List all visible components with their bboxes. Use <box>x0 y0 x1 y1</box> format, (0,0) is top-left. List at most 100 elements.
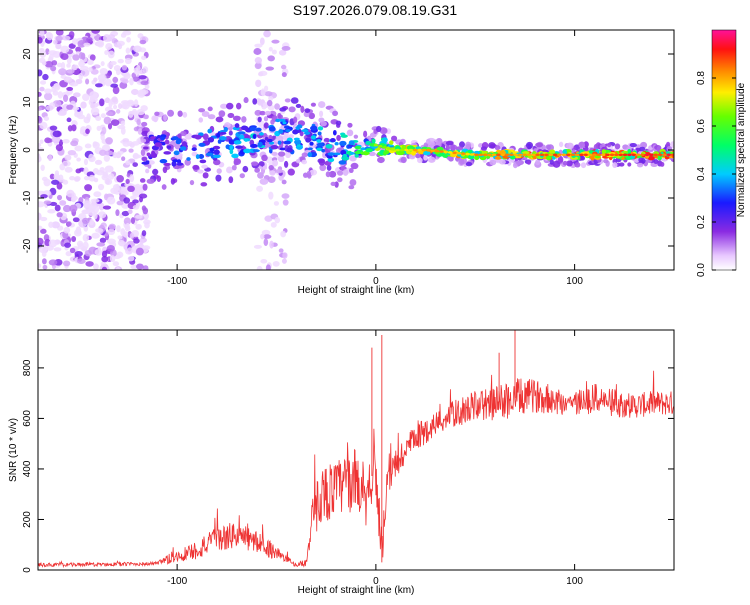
ridge-core <box>452 152 456 155</box>
ridge-halo-blob <box>274 103 280 110</box>
noise-blob <box>126 48 131 54</box>
ridge-blob <box>250 144 258 148</box>
ridge-halo-blob <box>151 115 158 121</box>
noise-blob <box>106 111 113 115</box>
noise-blob <box>139 239 144 245</box>
noise-blob <box>260 178 269 185</box>
ridge-halo-blob <box>319 159 325 165</box>
ridge-blob <box>143 146 149 149</box>
noise-blob <box>44 93 52 101</box>
ridge-blob <box>316 139 321 143</box>
noise-blob <box>121 100 130 104</box>
ridge-halo-blob <box>171 178 175 185</box>
noise-blob <box>47 209 55 213</box>
noise-blob <box>123 231 128 237</box>
noise-blob <box>84 176 90 180</box>
ridge-halo-blob <box>332 111 338 117</box>
noise-blob <box>74 146 82 152</box>
ridge-core <box>522 154 526 157</box>
ridge-blob <box>163 163 170 166</box>
spectrogram-image <box>34 27 676 272</box>
noise-blob <box>72 106 79 110</box>
ridge-blob <box>308 147 313 150</box>
ridge-halo-blob <box>143 114 148 119</box>
ridge-halo-blob <box>261 155 268 162</box>
ridge-halo-blob <box>252 98 257 105</box>
noise-blob <box>59 178 65 182</box>
ridge-halo-blob <box>229 130 233 135</box>
ridge-halo-blob <box>666 146 672 152</box>
noise-blob <box>128 209 133 214</box>
ridge-halo-blob <box>377 157 385 163</box>
ridge-core <box>575 154 579 157</box>
noise-blob <box>140 81 148 86</box>
noise-blob <box>135 215 143 219</box>
ridge-halo-blob <box>311 103 316 107</box>
ridge-blob <box>219 132 226 135</box>
ridge-halo-blob <box>271 152 277 156</box>
noise-blob <box>58 111 67 116</box>
ridge-core <box>431 149 435 152</box>
noise-blob <box>118 240 125 246</box>
ridge-halo-blob <box>293 117 297 123</box>
ridge-halo-blob <box>499 160 506 165</box>
ridge-core <box>610 154 614 157</box>
noise-blob <box>42 258 47 264</box>
ridge-halo-blob <box>301 160 307 165</box>
ridge-halo-blob <box>343 169 349 176</box>
noise-blob <box>42 61 46 65</box>
noise-blob <box>116 252 123 258</box>
ridge-core <box>649 154 653 157</box>
noise-blob <box>98 74 107 82</box>
noise-blob <box>108 173 114 180</box>
ridge-core <box>640 154 644 157</box>
ridge-core <box>470 153 474 156</box>
ridge-blob <box>235 145 243 149</box>
noise-blob <box>39 245 48 253</box>
ridge-halo-blob <box>336 135 341 141</box>
ridge-halo-blob <box>489 160 496 166</box>
ridge-blob <box>309 142 313 146</box>
ridge-halo-blob <box>289 106 296 112</box>
ridge-halo-blob <box>369 152 376 156</box>
ridge-core <box>509 154 513 157</box>
noise-blob <box>107 229 115 235</box>
noise-blob <box>104 50 108 55</box>
noise-blob <box>63 260 70 266</box>
noise-blob <box>116 109 120 114</box>
ridge-halo-blob <box>269 170 275 175</box>
ridge-halo-blob <box>217 168 222 174</box>
noise-blob <box>283 199 289 205</box>
ridge-halo-blob <box>236 103 241 110</box>
noise-blob <box>46 105 54 111</box>
ridge-blob <box>172 159 178 162</box>
noise-blob <box>59 200 66 206</box>
noise-blob <box>267 55 275 61</box>
noise-blob <box>94 178 99 182</box>
ridge-blob <box>292 130 298 135</box>
ridge-core <box>553 154 557 157</box>
noise-blob <box>109 100 113 108</box>
noise-blob <box>103 206 111 210</box>
noise-blob <box>122 79 129 83</box>
noise-blob <box>127 186 135 192</box>
ridge-halo-blob <box>363 131 367 138</box>
noise-blob <box>85 129 90 135</box>
snr-y-label: SNR (10 * v/v) <box>8 418 19 482</box>
ridge-halo-blob <box>291 97 299 104</box>
ridge-core <box>374 144 378 147</box>
noise-blob <box>254 245 262 249</box>
noise-blob <box>60 46 69 54</box>
noise-blob <box>75 168 81 173</box>
noise-blob <box>88 67 93 72</box>
ridge-halo-blob <box>350 179 357 186</box>
noise-blob <box>113 105 117 110</box>
noise-blob <box>64 77 73 83</box>
ridge-halo-blob <box>141 122 147 127</box>
noise-blob <box>104 150 113 155</box>
noise-blob <box>113 152 118 158</box>
ridge-blob <box>533 156 537 160</box>
ridge-halo-blob <box>190 180 194 185</box>
noise-blob <box>71 236 76 242</box>
ridge-blob <box>327 152 334 155</box>
